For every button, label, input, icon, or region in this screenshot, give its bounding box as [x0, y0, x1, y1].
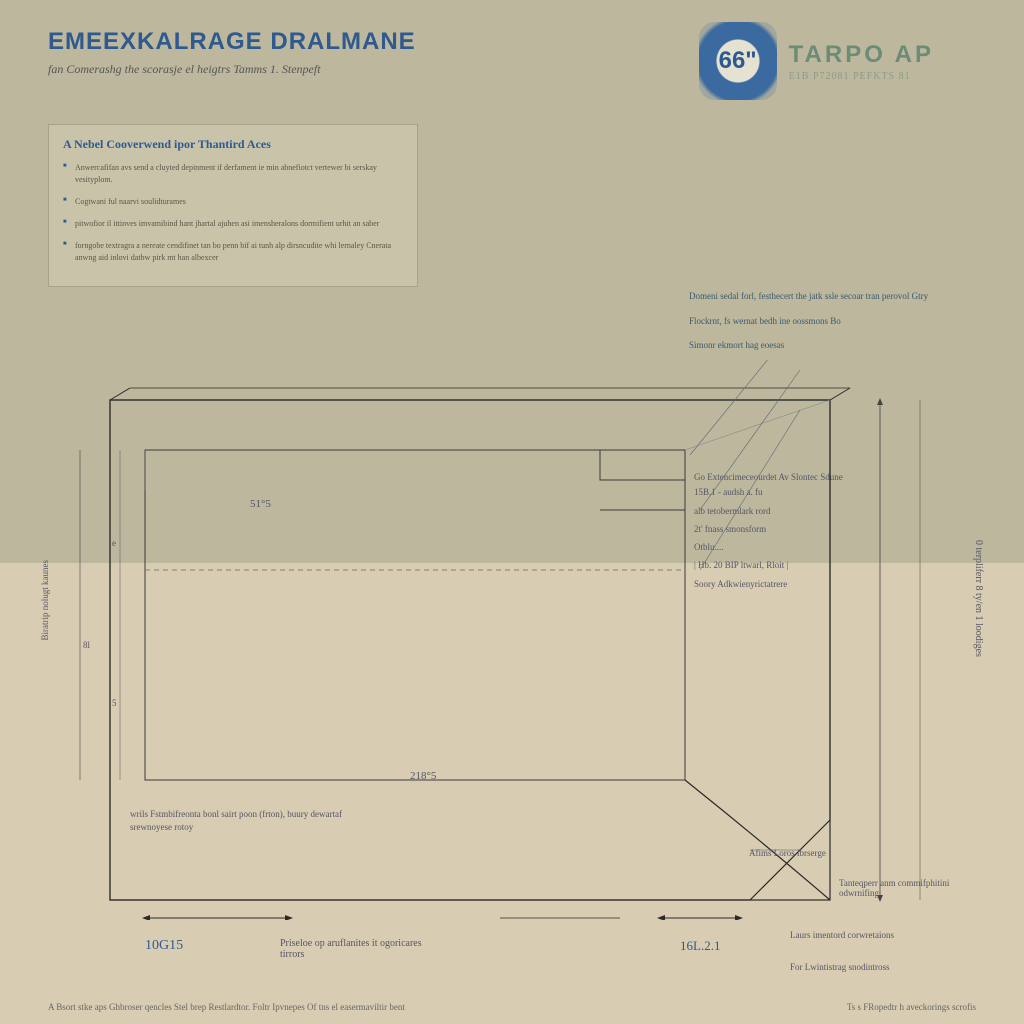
right-annot-2: Tanteqperr anm commifphitini odwrnifing	[839, 878, 969, 898]
bottom-note: wrils Fstmbifreonta bonl sairt poon (frt…	[130, 808, 350, 833]
footer-right: Ts s FRopedtr h aveckorings scrofis	[847, 1002, 976, 1012]
technical-diagram	[60, 360, 960, 920]
dim-bottom-1: 10G15	[145, 938, 183, 954]
dim-right-label: 0 terpliferr 8 ty/en 1 loodiges	[973, 540, 984, 657]
callout-2: Flockrnt, fs wernat bedh ine oossmons Bo	[689, 315, 929, 328]
footer-left: A Bsort stke aps Ghbroser qencles Stel b…	[48, 1002, 405, 1012]
vert-small-label: 8l	[83, 640, 90, 650]
info-item: Anwercafifan avs send a cluyted depinmen…	[63, 162, 403, 186]
page-title: EMEEXKALRAGE DRALMANE	[48, 28, 416, 56]
tick-b: 5	[112, 698, 117, 708]
right-annot-1: Afims Loros ibrserge	[749, 848, 839, 858]
tick-a: e	[112, 538, 116, 548]
dim-label-3: Laurs imentord corwretaions	[790, 930, 940, 940]
logo-badge: 66"	[699, 22, 777, 100]
info-panel: A Nebel Cooverwend ipor Thantird Aces An…	[48, 124, 418, 287]
info-item: forngobe textragra a nereate cendifinet …	[63, 240, 403, 264]
callout-group: Domeni sedal forl, festhecert the jatk s…	[689, 290, 929, 364]
callout-3: Simonr ekmort hag eoesas	[689, 339, 929, 352]
info-item: pitwofior il ittinves imvamibind hant jh…	[63, 218, 403, 230]
dim-inner-top: 51°5	[250, 498, 271, 510]
page-subtitle: fan Comerashg the scorasje el heigtrs Ta…	[48, 62, 416, 77]
brand-logo: 66" TARPO AP E1B P72081 PEFKTS 81	[699, 22, 934, 100]
dim-left-label: Biratrip nolugt kaunes	[40, 560, 50, 641]
header: EMEEXKALRAGE DRALMANE fan Comerashg the …	[48, 28, 416, 77]
info-title: A Nebel Cooverwend ipor Thantird Aces	[63, 137, 403, 152]
dim-label-4: For Lwintistrag snodintross	[790, 962, 970, 972]
logo-sub: E1B P72081 PEFKTS 81	[789, 71, 934, 82]
dim-label-1: Priseloe op aruflanites it ogoricares ti…	[280, 938, 430, 960]
callout-1: Domeni sedal forl, festhecert the jatk s…	[689, 290, 929, 303]
dim-bottom-2: 16L.2.1	[680, 938, 720, 954]
logo-name: TARPO AP	[789, 41, 934, 69]
info-item: Cogtwani ful naarvi soulidturames	[63, 196, 403, 208]
info-list: Anwercafifan avs send a cluyted depinmen…	[63, 162, 403, 264]
dim-inner-bottom: 218°5	[410, 770, 436, 782]
